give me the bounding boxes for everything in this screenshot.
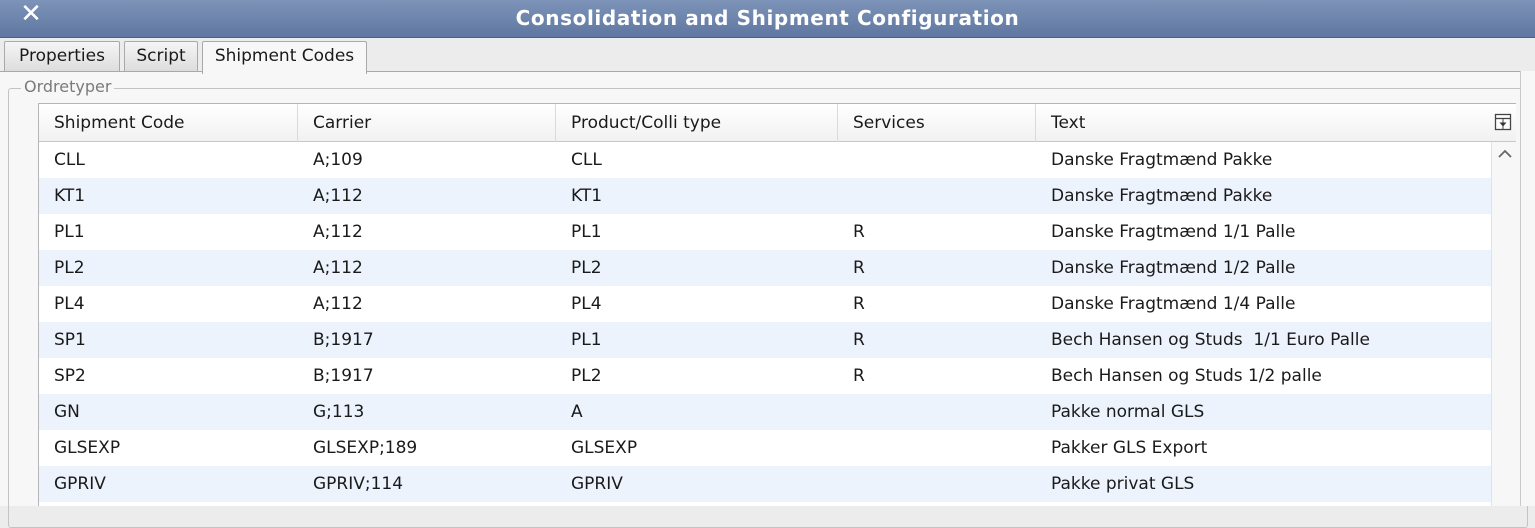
chevron-up-icon[interactable] — [1496, 147, 1514, 161]
cell-shipment-code: PL2 — [54, 258, 85, 278]
window-title: Consolidation and Shipment Configuration — [515, 6, 1020, 30]
column-header-services[interactable]: Services — [838, 104, 1036, 142]
tab-properties[interactable]: Properties — [4, 41, 120, 72]
table-row[interactable]: GLSEXP GLSEXP;189 GLSEXP Pakker GLS Export — [39, 430, 1491, 466]
cell-shipment-code: GLSEXP — [54, 438, 121, 458]
table-row[interactable]: GN G;113 A Pakke normal GLS — [39, 394, 1491, 430]
cell-carrier: A;112 — [313, 294, 363, 314]
cell-text: Pakke privat GLS — [1051, 474, 1195, 494]
tab-strip: Properties Script Shipment Codes — [0, 38, 1535, 74]
table-row[interactable]: SP2 B;1917 PL2 R Bech Hansen og Studs 1/2 pa… — [39, 358, 1491, 394]
cell-text: Pakker GLS Export — [1051, 438, 1208, 458]
cell-product-colli-type: KT1 — [571, 186, 603, 206]
cell-services — [838, 142, 1036, 178]
shipment-codes-table: Shipment Code Carrier Product/Colli type… — [38, 103, 1516, 506]
cell-product-colli-type: PL2 — [571, 366, 602, 386]
cell-services — [838, 430, 1036, 466]
cell-carrier: G;113 — [313, 402, 365, 422]
cell-text: Danske Fragtmænd 1/2 Palle — [1051, 258, 1296, 278]
cell-services — [838, 394, 1036, 430]
cell-text: Bech Hansen og Studs 1/2 palle — [1051, 366, 1322, 386]
column-header-shipment-code[interactable]: Shipment Code — [39, 104, 298, 142]
cell-text: Bech Hansen og Studs 1/1 Euro Palle — [1051, 330, 1370, 350]
tab-shipment-codes[interactable]: Shipment Codes — [202, 41, 367, 74]
cell-shipment-code: SP2 — [54, 366, 86, 386]
cell-shipment-code: SP1 — [54, 330, 86, 350]
cell-text: Danske Fragtmænd 1/1 Palle — [1051, 222, 1296, 242]
cell-services: R — [853, 330, 865, 350]
table-row[interactable]: SP1 B;1917 PL1 R Bech Hansen og Studs 1/1 Eu… — [39, 322, 1491, 358]
cell-product-colli-type: PL2 — [571, 258, 602, 278]
cell-carrier: A;112 — [313, 186, 363, 206]
cell-carrier: A;112 — [313, 222, 363, 242]
table-row[interactable]: PL4 A;112 PL4 R Danske Fragtmænd 1/4 Palle — [39, 286, 1491, 322]
table-row[interactable]: PL2 A;112 PL2 R Danske Fragtmænd 1/2 Palle — [39, 250, 1491, 286]
cell-shipment-code: KT1 — [54, 186, 86, 206]
cell-product-colli-type: GLSEXP — [571, 438, 638, 458]
cell-text: Danske Fragtmænd 1/4 Palle — [1051, 294, 1296, 314]
cell-product-colli-type: PL4 — [571, 294, 602, 314]
close-icon[interactable]: ✕ — [20, 0, 42, 29]
title-bar: ✕ Consolidation and Shipment Configurati… — [0, 0, 1535, 38]
tab-script[interactable]: Script — [124, 41, 198, 72]
cell-carrier: GLSEXP;189 — [313, 438, 418, 458]
vertical-scrollbar[interactable] — [1491, 142, 1516, 506]
cell-text: Danske Fragtmænd Pakke — [1051, 186, 1273, 206]
cell-services: R — [853, 258, 865, 278]
column-header-product-colli-type[interactable]: Product/Colli type — [556, 104, 838, 142]
column-header-carrier[interactable]: Carrier — [298, 104, 556, 142]
cell-text: Pakke normal GLS — [1051, 402, 1205, 422]
cell-carrier: B;1917 — [313, 366, 374, 386]
group-legend: Ordretyper — [21, 77, 115, 97]
column-header-text[interactable]: Text — [1051, 113, 1086, 133]
cell-text: Danske Fragtmænd Pakke — [1051, 150, 1273, 170]
column-control-icon — [1494, 113, 1512, 131]
column-control-button[interactable] — [1491, 103, 1516, 142]
table-header: Shipment Code Carrier Product/Colli type… — [39, 103, 1491, 142]
cell-product-colli-type: PL1 — [571, 330, 602, 350]
table-row[interactable]: GPRIV GPRIV;114 GPRIV Pakke privat GLS — [39, 466, 1491, 502]
cell-services — [838, 178, 1036, 214]
cell-shipment-code: CLL — [54, 150, 85, 170]
table-row[interactable]: KT1 A;112 KT1 Danske Fragtmænd Pakke — [39, 178, 1491, 214]
cell-shipment-code: PL1 — [54, 222, 85, 242]
cell-shipment-code: GPRIV — [54, 474, 106, 494]
cell-product-colli-type: CLL — [571, 150, 602, 170]
cell-carrier: B;1917 — [313, 330, 374, 350]
cell-services: R — [853, 222, 865, 242]
cell-product-colli-type: A — [571, 402, 583, 422]
cell-carrier: GPRIV;114 — [313, 474, 404, 494]
cell-product-colli-type: GPRIV — [571, 474, 623, 494]
cell-shipment-code: GN — [54, 402, 80, 422]
cell-services: R — [853, 294, 865, 314]
cell-services: R — [853, 366, 865, 386]
cell-shipment-code: PL4 — [54, 294, 85, 314]
table-row[interactable]: CLL A;109 CLL Danske Fragtmænd Pakke — [39, 142, 1491, 178]
cell-services — [838, 466, 1036, 502]
cell-carrier: A;112 — [313, 258, 363, 278]
table-row[interactable]: PL1 A;112 PL1 R Danske Fragtmænd 1/1 Palle — [39, 214, 1491, 250]
cell-carrier: A;109 — [313, 150, 363, 170]
cell-product-colli-type: PL1 — [571, 222, 602, 242]
window-right-edge — [1520, 71, 1535, 506]
